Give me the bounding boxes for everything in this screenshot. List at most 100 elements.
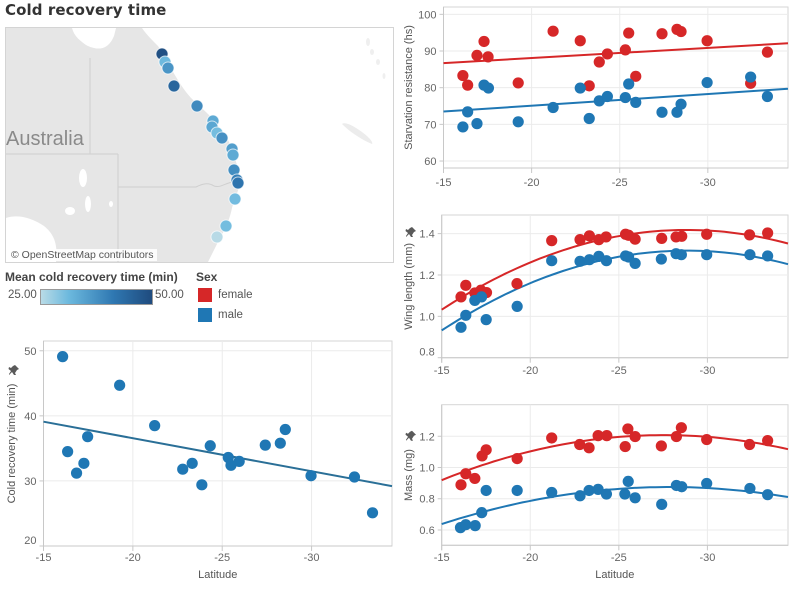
trend-line-male[interactable] [443, 87, 789, 113]
data-point-female[interactable] [512, 77, 524, 89]
data-point-female[interactable] [629, 233, 641, 245]
data-point-male[interactable] [629, 257, 641, 269]
data-point-male[interactable] [547, 101, 559, 114]
data-point-female[interactable] [623, 27, 635, 39]
data-point-female[interactable] [656, 232, 668, 244]
data-point-female[interactable] [670, 430, 683, 443]
data-point-male[interactable] [204, 440, 216, 452]
pin-icon[interactable] [405, 430, 417, 441]
site-marker[interactable] [215, 131, 229, 145]
data-point-male[interactable] [701, 76, 713, 89]
data-point-male[interactable] [511, 300, 523, 313]
data-point-female[interactable] [547, 25, 559, 37]
data-point-female[interactable] [471, 49, 483, 62]
data-point-female[interactable] [675, 25, 687, 38]
data-point-female[interactable] [619, 44, 631, 56]
data-point-male[interactable] [259, 439, 271, 451]
plot-area[interactable] [43, 340, 393, 547]
map-attribution[interactable]: © OpenStreetMap contributors [8, 249, 157, 261]
data-point-female[interactable] [619, 440, 631, 453]
data-point-male[interactable] [511, 484, 523, 497]
site-marker[interactable] [231, 176, 245, 190]
data-point-male[interactable] [460, 309, 472, 321]
data-point-male[interactable] [583, 112, 595, 125]
data-point-female[interactable] [480, 444, 492, 456]
data-point-female[interactable] [574, 234, 586, 246]
data-point-female[interactable] [701, 35, 713, 47]
data-point-male[interactable] [186, 457, 198, 469]
data-point-male[interactable] [744, 482, 756, 495]
pin-icon[interactable] [405, 227, 417, 237]
legend-swatch-male[interactable] [198, 308, 212, 322]
data-point-female[interactable] [546, 432, 558, 444]
site-map[interactable]: Australia © OpenStreetMap contributors [5, 27, 394, 263]
legend-label-male[interactable]: male [218, 309, 243, 321]
data-point-female[interactable] [592, 430, 604, 442]
chart-mass[interactable]: -15 -20 -25 -30 0.6 0.8 1.0 1.2 Mass (mg) Latitud… [403, 404, 789, 581]
pin-icon[interactable] [8, 365, 20, 375]
site-marker[interactable] [226, 148, 240, 162]
data-point-female[interactable] [593, 56, 605, 68]
data-point-female[interactable] [546, 235, 558, 247]
data-point-female[interactable] [676, 230, 688, 242]
data-point-male[interactable] [475, 291, 488, 303]
data-point-male[interactable] [592, 483, 604, 495]
data-point-female[interactable] [762, 435, 774, 447]
data-point-female[interactable] [583, 230, 596, 242]
data-point-female[interactable] [511, 278, 523, 290]
data-point-female[interactable] [601, 430, 613, 442]
data-point-male[interactable] [233, 455, 245, 467]
data-point-male[interactable] [462, 106, 474, 118]
data-point-female[interactable] [574, 35, 586, 47]
data-point-female[interactable] [455, 479, 467, 491]
data-point-female[interactable] [656, 28, 668, 40]
data-point-male[interactable] [600, 255, 613, 267]
plot-area[interactable] [441, 404, 789, 546]
data-point-male[interactable] [149, 420, 161, 432]
site-marker[interactable] [161, 61, 175, 75]
data-point-female[interactable] [583, 442, 595, 454]
data-point-female[interactable] [574, 438, 586, 451]
data-point-female[interactable] [743, 229, 756, 241]
data-point-female[interactable] [622, 423, 634, 435]
data-point-male[interactable] [762, 250, 774, 262]
data-point-male[interactable] [600, 488, 613, 500]
data-point-male[interactable] [656, 498, 668, 510]
data-point-male[interactable] [348, 471, 361, 483]
data-point-male[interactable] [279, 423, 291, 436]
data-point-male[interactable] [623, 78, 635, 90]
trend-line-male[interactable] [441, 486, 789, 526]
data-point-female[interactable] [655, 440, 667, 452]
data-point-female[interactable] [457, 69, 469, 82]
data-point-male[interactable] [482, 82, 495, 94]
data-point-male[interactable] [630, 96, 642, 108]
data-point-female[interactable] [601, 48, 613, 60]
data-point-female[interactable] [701, 433, 713, 446]
data-point-male[interactable] [622, 475, 634, 488]
data-point-male[interactable] [512, 116, 524, 128]
chart-wing-length[interactable]: -15 -20 -25 -30 0.8 1.0 1.2 1.4 Wing length (mm) [403, 214, 789, 377]
data-point-male[interactable] [471, 118, 483, 130]
legend-swatch-female[interactable] [198, 288, 212, 302]
data-point-male[interactable] [457, 121, 469, 133]
data-point-female[interactable] [743, 438, 756, 451]
data-point-male[interactable] [583, 254, 596, 266]
data-point-male[interactable] [629, 492, 641, 504]
data-point-female[interactable] [701, 228, 713, 240]
data-point-female[interactable] [583, 80, 595, 92]
data-point-female[interactable] [762, 227, 774, 239]
data-point-male[interactable] [274, 437, 286, 449]
data-point-female[interactable] [462, 79, 474, 91]
data-point-female[interactable] [629, 430, 641, 443]
data-point-male[interactable] [62, 446, 74, 458]
data-point-male[interactable] [655, 253, 667, 265]
data-point-male[interactable] [744, 249, 756, 261]
data-point-male[interactable] [305, 470, 317, 482]
data-point-male[interactable] [676, 481, 688, 493]
data-point-male[interactable] [656, 106, 668, 118]
map-canvas[interactable] [6, 28, 393, 262]
data-point-male[interactable] [70, 467, 83, 479]
site-markers[interactable] [155, 47, 245, 244]
data-point-male[interactable] [480, 314, 492, 326]
